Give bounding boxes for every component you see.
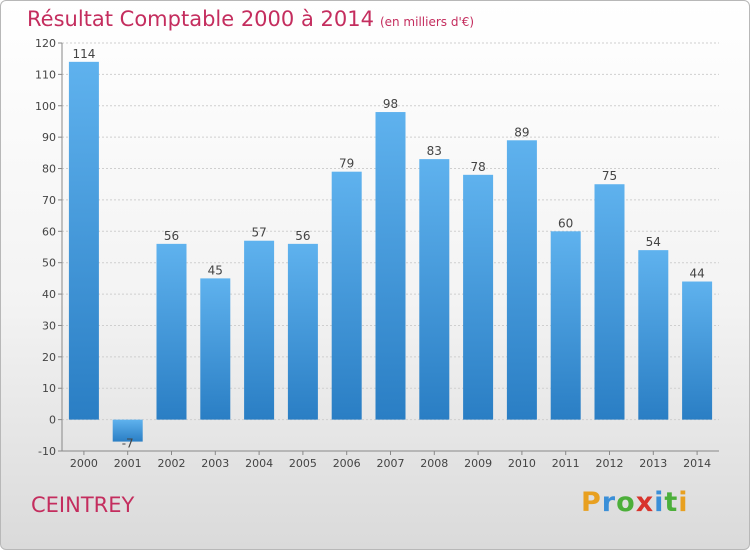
city-name: CEINTREY bbox=[31, 493, 135, 517]
data-label: 56 bbox=[164, 229, 179, 243]
y-tick-label: 40 bbox=[42, 288, 56, 301]
x-tick-label: 2004 bbox=[245, 457, 273, 470]
bar-2009 bbox=[463, 174, 494, 420]
x-tick-label: 2002 bbox=[158, 457, 186, 470]
logo-letter: i bbox=[654, 487, 665, 518]
bar-2002 bbox=[156, 243, 187, 420]
chart-title: Résultat Comptable 2000 à 2014 (en millie… bbox=[27, 7, 474, 31]
bar-2006 bbox=[331, 171, 362, 420]
logo-letter: o bbox=[616, 487, 636, 518]
bar-2013 bbox=[638, 250, 669, 420]
bar-2014 bbox=[682, 281, 713, 420]
data-label: 57 bbox=[251, 226, 266, 240]
y-tick-label: 60 bbox=[42, 225, 56, 238]
data-label: 45 bbox=[208, 263, 223, 277]
data-label: 114 bbox=[72, 47, 95, 61]
chart-subtitle: (en milliers d'€) bbox=[379, 15, 475, 29]
bar-2001 bbox=[112, 419, 143, 442]
x-tick-label: 2011 bbox=[552, 457, 580, 470]
x-tick-label: 2005 bbox=[289, 457, 317, 470]
y-tick-label: 20 bbox=[42, 351, 56, 364]
bar-2012 bbox=[594, 184, 625, 420]
bar-2007 bbox=[375, 112, 406, 420]
x-tick-label: 2014 bbox=[683, 457, 711, 470]
x-tick-label: 2007 bbox=[377, 457, 405, 470]
data-label: 56 bbox=[295, 229, 310, 243]
data-label: 98 bbox=[383, 97, 398, 111]
logo-letter: t bbox=[664, 487, 679, 518]
y-tick-label: 30 bbox=[42, 319, 56, 332]
data-label: 89 bbox=[514, 125, 529, 139]
y-tick-label: 110 bbox=[35, 68, 56, 81]
y-tick-label: 120 bbox=[35, 37, 56, 50]
x-tick-label: 2001 bbox=[114, 457, 142, 470]
y-tick-label: 100 bbox=[35, 100, 56, 113]
bar-2000 bbox=[68, 61, 99, 420]
bar-2008 bbox=[419, 159, 450, 420]
y-tick-label: 90 bbox=[42, 131, 56, 144]
bars bbox=[68, 61, 713, 442]
data-label: 54 bbox=[646, 235, 661, 249]
chart-title-text: Résultat Comptable 2000 à 2014 bbox=[27, 7, 374, 31]
bar-2011 bbox=[550, 231, 581, 420]
y-tick-label: 10 bbox=[42, 382, 56, 395]
x-tick-label: 2012 bbox=[596, 457, 624, 470]
y-tick-label: 70 bbox=[42, 194, 56, 207]
bar-2005 bbox=[287, 243, 318, 420]
data-label: 60 bbox=[558, 216, 573, 230]
data-labels: 114 -7 56 45 57 56 79 98 83 78 89 60 75 54 44 bbox=[72, 47, 704, 451]
proxiti-logo[interactable]: Proxiti bbox=[581, 487, 689, 518]
y-tick-label: 50 bbox=[42, 257, 56, 270]
logo-letter: P bbox=[581, 487, 602, 518]
x-tick-label: 2000 bbox=[70, 457, 98, 470]
data-label: 83 bbox=[427, 144, 442, 158]
x-tick-label: 2013 bbox=[639, 457, 667, 470]
x-tick-label: 2008 bbox=[420, 457, 448, 470]
logo-letter: x bbox=[635, 487, 655, 518]
bar-2004 bbox=[244, 240, 275, 420]
bar-2003 bbox=[200, 278, 231, 420]
y-tick-label: -10 bbox=[38, 445, 56, 458]
y-tick-label: 80 bbox=[42, 163, 56, 176]
x-tick-label: 2003 bbox=[201, 457, 229, 470]
data-label: 78 bbox=[470, 160, 485, 174]
data-label: -7 bbox=[122, 437, 134, 451]
data-label: 75 bbox=[602, 169, 617, 183]
x-tick-label: 2006 bbox=[333, 457, 361, 470]
logo-letter: i bbox=[678, 487, 689, 518]
logo-letter: r bbox=[601, 487, 617, 518]
y-tick-label: 0 bbox=[49, 414, 56, 427]
x-tick-label: 2010 bbox=[508, 457, 536, 470]
data-label: 79 bbox=[339, 157, 354, 171]
data-label: 44 bbox=[689, 267, 704, 281]
bar-2010 bbox=[506, 140, 537, 420]
axes: -10 0 10 20 30 40 50 60 70 80 90 100 110 120 2000 2001 2… bbox=[35, 37, 719, 470]
x-tick-label: 2009 bbox=[464, 457, 492, 470]
